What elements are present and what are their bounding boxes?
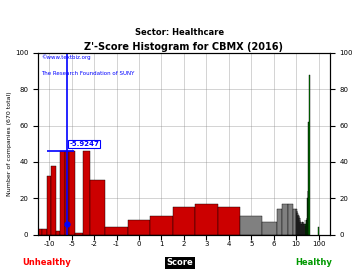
Bar — [276, 209, 282, 235]
Y-axis label: Number of companies (670 total): Number of companies (670 total) — [7, 92, 12, 196]
Bar — [90, 180, 105, 235]
Text: ©www.textbiz.org: ©www.textbiz.org — [41, 55, 90, 60]
Text: Healthy: Healthy — [295, 258, 332, 267]
Bar — [65, 151, 69, 235]
Bar — [51, 166, 56, 235]
Bar — [38, 229, 42, 235]
Bar — [69, 151, 75, 235]
Bar — [195, 204, 217, 235]
Bar — [75, 233, 83, 235]
Text: Sector: Healthcare: Sector: Healthcare — [135, 28, 225, 37]
Bar — [56, 231, 60, 235]
Bar — [282, 204, 288, 235]
Bar — [217, 207, 240, 235]
Text: Unhealthy: Unhealthy — [22, 258, 71, 267]
Bar — [293, 209, 296, 235]
Bar — [33, 184, 38, 235]
Bar — [288, 204, 293, 235]
Text: -5.9247: -5.9247 — [69, 141, 99, 147]
Bar — [309, 75, 310, 235]
Bar — [262, 222, 276, 235]
Title: Z'-Score Histogram for CBMX (2016): Z'-Score Histogram for CBMX (2016) — [84, 42, 283, 52]
Text: The Research Foundation of SUNY: The Research Foundation of SUNY — [41, 71, 134, 76]
Bar — [105, 227, 128, 235]
Bar — [128, 220, 150, 235]
Text: Score: Score — [167, 258, 193, 267]
Bar — [173, 207, 195, 235]
Bar — [150, 217, 173, 235]
Bar — [47, 176, 51, 235]
Bar — [42, 229, 47, 235]
Bar — [240, 217, 262, 235]
Bar — [83, 151, 90, 235]
Bar — [60, 151, 65, 235]
